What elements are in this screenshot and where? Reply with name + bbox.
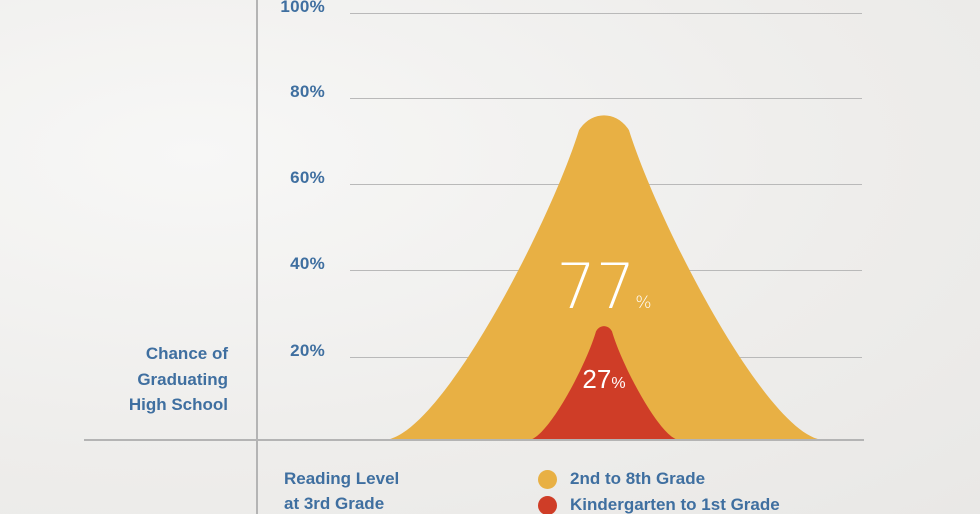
data-label-1: 27% — [582, 364, 625, 394]
data-label-0: 77% — [556, 250, 651, 323]
gridline-100 — [350, 13, 862, 14]
legend-item: 2nd to 8th Grade — [538, 466, 780, 492]
y-axis-label: Chance of Graduating High School — [128, 344, 228, 414]
legend-label: Kindergarten to 1st Grade — [570, 495, 780, 514]
legend-swatch — [538, 495, 557, 514]
legend-item: Kindergarten to 1st Grade — [538, 492, 780, 514]
area-series-1 — [529, 326, 679, 440]
x-axis-label: Reading Level at 3rd Grade — [284, 469, 400, 513]
y-tick-label: 80% — [290, 82, 325, 101]
legend-swatch — [538, 469, 557, 489]
legend: 2nd to 8th Grade Kindergarten to 1st Gra… — [538, 466, 780, 514]
area-series-0 — [384, 115, 824, 441]
y-tick-label: 60% — [290, 168, 325, 187]
y-tick-label: 20% — [290, 341, 325, 360]
y-tick-label: 100% — [280, 0, 325, 16]
legend-label: 2nd to 8th Grade — [570, 469, 706, 488]
gridline-80 — [350, 98, 862, 99]
y-axis-line — [256, 0, 258, 514]
y-tick-label: 40% — [290, 254, 325, 273]
x-axis-line — [84, 439, 864, 441]
